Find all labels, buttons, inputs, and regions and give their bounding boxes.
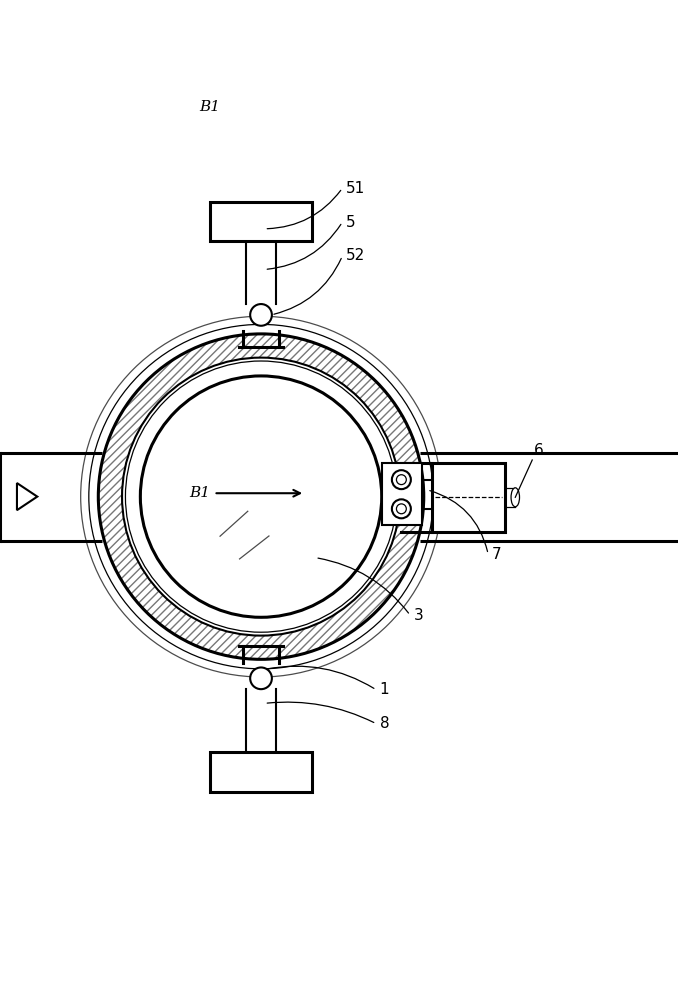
Bar — [382, 463, 422, 525]
Circle shape — [392, 470, 411, 489]
Ellipse shape — [511, 488, 519, 507]
Circle shape — [250, 304, 272, 326]
Text: 5: 5 — [346, 215, 355, 230]
Bar — [210, 202, 312, 241]
Text: 6: 6 — [534, 443, 543, 458]
Text: 7: 7 — [492, 547, 501, 562]
Circle shape — [140, 376, 382, 617]
Text: 1: 1 — [380, 682, 389, 697]
Text: 8: 8 — [380, 716, 389, 731]
Bar — [432, 463, 505, 532]
Text: 52: 52 — [346, 248, 365, 263]
Circle shape — [250, 667, 272, 689]
Text: B1: B1 — [189, 486, 210, 500]
Wedge shape — [98, 334, 424, 659]
Circle shape — [392, 499, 411, 518]
Text: 51: 51 — [346, 181, 365, 196]
Text: 3: 3 — [414, 608, 423, 623]
Text: B1: B1 — [199, 100, 220, 114]
Bar — [210, 752, 312, 792]
